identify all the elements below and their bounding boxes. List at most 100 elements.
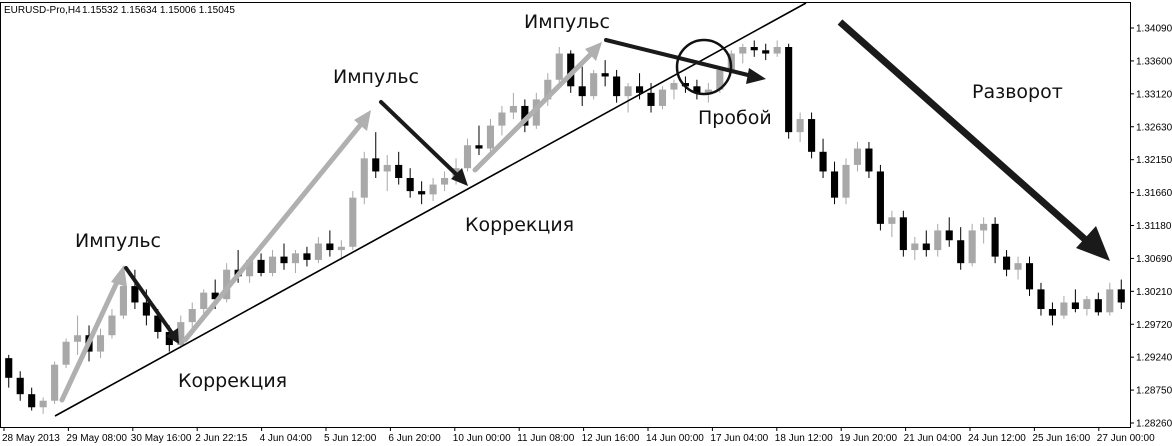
impulse-arrow-2 (182, 120, 365, 343)
candle-body (28, 394, 36, 408)
candle-body (681, 83, 689, 87)
candle-body (349, 197, 357, 247)
price-tick-label: 1.33120 (1136, 89, 1172, 100)
correction-label-1: Коррекция (178, 370, 287, 392)
candle-body (1014, 263, 1022, 270)
time-tick-label: 14 Jun 00:00 (646, 433, 704, 444)
candle-body (429, 184, 437, 195)
impulse-label-1: Импульс (75, 230, 161, 252)
candle-body (911, 243, 919, 251)
time-tick-label: 27 Jun 00:00 (1097, 433, 1155, 444)
candle-body (842, 164, 850, 198)
candle-body (808, 119, 816, 152)
time-tick-label: 28 May 2013 (2, 433, 60, 444)
reversal-arrow-head (1076, 226, 1110, 261)
breakout-circle (675, 38, 733, 96)
candle-body (291, 253, 300, 264)
candle-body (337, 246, 345, 251)
candle-body (177, 322, 185, 346)
time-tick-label: 4 Jun 04:00 (260, 433, 313, 444)
reversal-arrow-line (837, 19, 1091, 245)
candle-body (73, 335, 82, 342)
candle-body (51, 364, 59, 401)
time-axis: 28 May 2013 29 May 08:00 30 May 16:00 2 Jun… (2, 427, 1155, 444)
candle-body (762, 50, 770, 54)
impulse-arrow-3 (472, 49, 596, 173)
candle-body (108, 315, 116, 336)
candle-body (246, 259, 254, 277)
candle-body (418, 191, 426, 195)
candle-body (578, 86, 586, 97)
candle-body (509, 105, 517, 113)
candle-body (200, 292, 208, 310)
candle-body (475, 145, 483, 149)
impulse-label-2: Импульс (333, 66, 419, 88)
candle-body (257, 259, 265, 273)
candle-body (658, 89, 667, 106)
candle-body (1094, 299, 1102, 313)
candle-body (693, 86, 701, 93)
candle-body (1106, 289, 1114, 313)
candle-body (1037, 289, 1045, 310)
candle-body (796, 119, 804, 133)
time-tick-label: 30 May 16:00 (131, 433, 192, 444)
price-tick-label: 1.33600 (1136, 56, 1172, 67)
candle-body (188, 309, 196, 323)
candle-body (704, 89, 712, 93)
candle-body (899, 217, 907, 251)
candle-body (922, 243, 930, 251)
candle-body (934, 230, 942, 251)
candle-body (223, 269, 231, 300)
candle-body (131, 286, 139, 303)
candle-body (280, 256, 288, 264)
time-tick-label: 19 Jun 20:00 (839, 433, 897, 444)
candle-body (268, 256, 277, 273)
candle-body (865, 148, 873, 172)
candle-body (957, 240, 965, 264)
impulse-label-3: Импульс (524, 11, 610, 33)
reversal-label: Разворот (972, 81, 1063, 103)
candle-body (830, 171, 839, 198)
price-tick-label: 1.30690 (1136, 254, 1172, 265)
candle-body (154, 315, 162, 332)
time-tick-label: 17 Jun 04:00 (710, 433, 768, 444)
impulse-arrow-3-head (585, 42, 602, 61)
candle-body (590, 73, 598, 97)
time-tick-label: 24 Jun 12:00 (968, 433, 1026, 444)
candle-body (647, 92, 655, 106)
reversal-arrow (837, 19, 1110, 261)
candle-body (314, 243, 322, 260)
candle-body (406, 178, 414, 192)
time-tick-label: 29 May 08:00 (66, 433, 127, 444)
ohlc-label: 1.15532 1.15634 1.15006 1.15045 (82, 5, 235, 16)
price-tick-label: 1.29240 (1136, 353, 1172, 364)
candles-layer (5, 40, 1125, 414)
candle-body (1071, 302, 1079, 310)
candle-body (819, 151, 827, 172)
candle-body (785, 46, 793, 133)
candle-body (521, 105, 529, 126)
impulse-arrow-2-head (354, 110, 371, 131)
candle-body (876, 171, 884, 224)
candle-body (16, 377, 24, 395)
price-tick-label: 1.30210 (1136, 287, 1172, 298)
correction-arrow-2-head (451, 168, 468, 186)
candle-body (62, 341, 70, 365)
candle-body (888, 217, 896, 224)
candle-body (968, 230, 976, 264)
candle-body (991, 223, 999, 257)
candle-body (360, 158, 368, 198)
time-tick-label: 6 Jun 20:00 (388, 433, 441, 444)
candle-body (945, 230, 953, 241)
candle-body (1048, 309, 1057, 316)
candle-body (1003, 256, 1011, 270)
candle-body (601, 73, 609, 77)
candle-body (613, 76, 621, 97)
candle-body (498, 112, 506, 126)
candle-body (326, 243, 334, 251)
time-tick-label: 18 Jun 12:00 (775, 433, 833, 444)
correction-arrow-2 (379, 100, 459, 177)
correction-label-2: Коррекция (465, 214, 574, 236)
candle-body (1083, 299, 1091, 310)
